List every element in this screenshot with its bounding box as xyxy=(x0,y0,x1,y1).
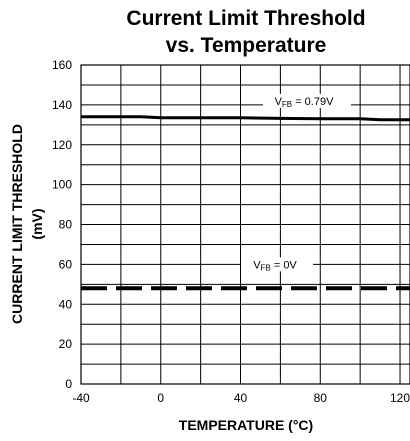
y-tick-label: 40 xyxy=(59,297,73,311)
y-axis-title-line2: (mV) xyxy=(29,208,45,239)
y-tick-label: 160 xyxy=(52,58,72,72)
x-tick-label: -40 xyxy=(72,391,90,405)
series-label-bg-1 xyxy=(263,93,351,108)
grid xyxy=(80,65,410,384)
y-axis-title-line1: CURRENT LIMIT THRESHOLD xyxy=(9,124,25,324)
y-tick-label: 100 xyxy=(52,178,72,192)
y-tick-label: 140 xyxy=(52,98,72,112)
series-annotations: VFB = 0.79V VFB = 0V xyxy=(241,93,351,272)
x-axis-title: TEMPERATURE (°C) xyxy=(179,417,313,433)
y-tick-label: 20 xyxy=(59,337,73,351)
chart-title-line2: vs. Temperature xyxy=(166,34,327,57)
y-tick-label: 120 xyxy=(52,138,72,152)
x-tick-label: 0 xyxy=(157,391,164,405)
series-label-bg-2 xyxy=(241,257,313,272)
chart-title-line1: Current Limit Threshold xyxy=(126,7,365,30)
x-tick-label: 80 xyxy=(314,391,328,405)
y-tick-label: 0 xyxy=(65,377,72,391)
plot-frame xyxy=(80,64,410,385)
x-tick-label: 120 xyxy=(390,391,410,405)
y-tick-label: 80 xyxy=(59,218,73,232)
series-line-1 xyxy=(81,115,410,122)
y-tick-label: 60 xyxy=(59,257,73,271)
x-tick-label: 40 xyxy=(234,391,248,405)
series-label-1: VFB = 0.79V xyxy=(275,96,335,109)
series-lines xyxy=(81,115,410,291)
series-label-2: VFB = 0V xyxy=(253,259,297,272)
